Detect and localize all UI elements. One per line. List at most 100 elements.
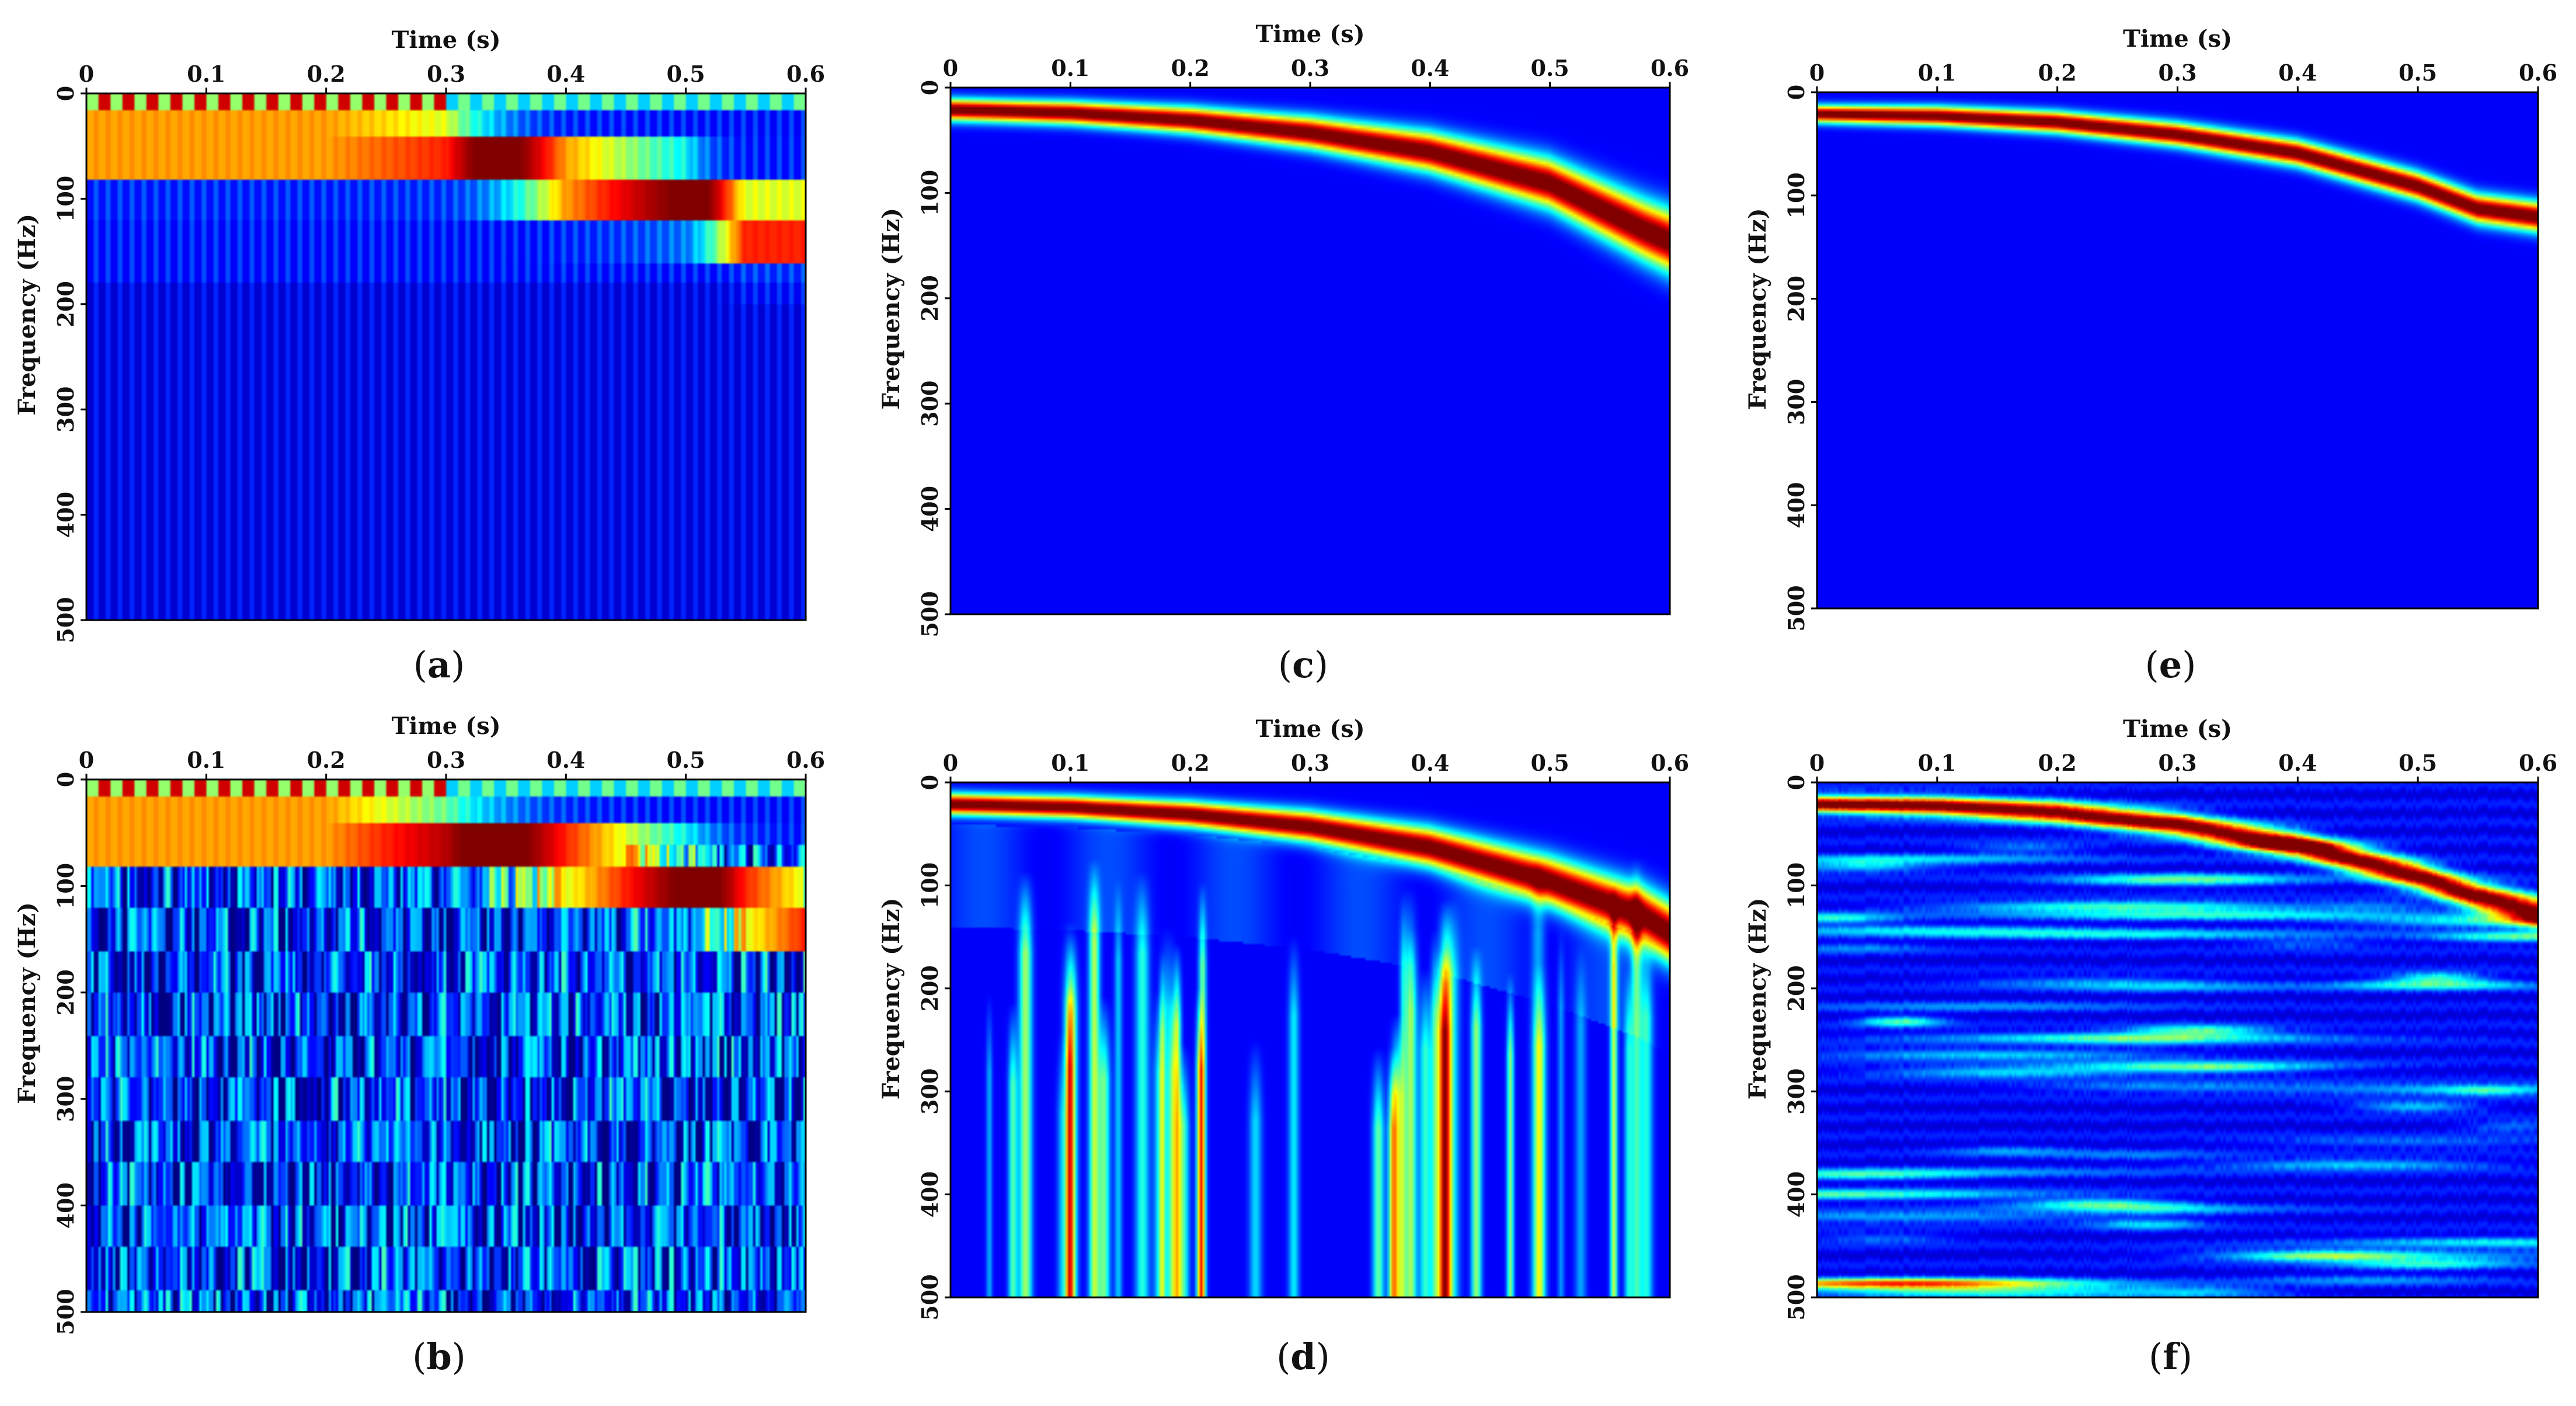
panel-label-letter: a <box>427 643 451 686</box>
panel-label-letter: b <box>426 1335 451 1378</box>
x-tick-label: 0.1 <box>187 747 225 773</box>
x-tick-label: 0.5 <box>1531 750 1569 776</box>
y-tick-label: 400 <box>917 1171 943 1217</box>
panel-e: Time (s) 0 0.1 0.2 0.3 0.4 0.5 0.6 0 100 200 300 400… <box>1744 25 2557 686</box>
x-tick-label: 0.5 <box>667 747 705 773</box>
x-tick-label: 0.2 <box>1171 55 1210 81</box>
panel-label-close: ) <box>2182 643 2196 686</box>
panel-b: Time (s) 0 0.1 0.2 0.3 0.4 0.5 0.6 0 100 200 300 400… <box>13 712 825 1378</box>
panel-label-letter: c <box>1292 643 1314 686</box>
y-axis-title: Frequency (Hz) <box>1744 208 1771 410</box>
y-tick-label: 500 <box>1783 585 1809 631</box>
y-tick-label: 100 <box>917 862 943 909</box>
y-axis-title: Frequency (Hz) <box>13 214 41 416</box>
panel-label-b: (b) <box>412 1335 466 1378</box>
panel-label-open: ( <box>412 1335 426 1378</box>
x-tick-label: 0.1 <box>187 61 225 87</box>
x-tick-label: 0 <box>1809 750 1825 776</box>
x-tick-label: 0.1 <box>1051 55 1089 81</box>
y-tick-label: 500 <box>53 597 79 643</box>
x-tick-label: 0.6 <box>786 61 825 87</box>
heatmap-a <box>86 93 806 620</box>
panel-label-close: ) <box>452 1335 466 1378</box>
x-tick-label: 0.6 <box>2519 60 2557 86</box>
panel-label-e: (e) <box>2145 643 2196 686</box>
heatmap-c <box>951 88 1670 614</box>
x-tick-label: 0.1 <box>1051 750 1089 776</box>
y-tick-label: 200 <box>1783 965 1809 1011</box>
y-tick-label: 100 <box>53 176 79 222</box>
panel-d: Time (s) 0 0.1 0.2 0.3 0.4 0.5 0.6 0 100 200 300 400… <box>878 715 1689 1378</box>
x-axis-title: Time (s) <box>2123 25 2232 53</box>
y-tick-label: 500 <box>53 1289 79 1335</box>
panel-label-c: (c) <box>1278 643 1328 686</box>
x-tick-label: 0 <box>1809 60 1825 86</box>
panel-c: Time (s) 0 0.1 0.2 0.3 0.4 0.5 0.6 0 100 200 300 400… <box>878 20 1689 686</box>
y-tick-label: 500 <box>917 1274 943 1320</box>
x-tick-label: 0 <box>943 750 958 776</box>
panel-label-close: ) <box>1316 1335 1330 1378</box>
x-tick-label: 0.1 <box>1918 60 1957 86</box>
x-tick-label: 0.4 <box>2278 750 2317 776</box>
panel-label-close: ) <box>451 643 465 686</box>
x-axis-title: Time (s) <box>391 712 500 740</box>
y-tick-label: 300 <box>917 1069 943 1115</box>
y-tick-label: 200 <box>1783 276 1809 322</box>
y-tick-label: 0 <box>53 772 79 787</box>
x-tick-label: 0.6 <box>2519 750 2557 776</box>
panel-label-letter: d <box>1290 1335 1315 1378</box>
x-tick-label: 0.6 <box>1651 750 1689 776</box>
y-tick-label: 200 <box>53 969 79 1015</box>
heatmap-f <box>1817 782 2538 1297</box>
y-tick-label: 400 <box>1783 1171 1809 1217</box>
x-tick-label: 0.4 <box>546 747 585 773</box>
x-tick-label: 0.3 <box>1291 55 1329 81</box>
y-tick-label: 100 <box>1783 862 1809 909</box>
y-tick-label: 300 <box>53 387 79 433</box>
y-tick-label: 400 <box>53 492 79 538</box>
y-tick-label: 200 <box>53 281 79 327</box>
y-axis-title: Frequency (Hz) <box>1744 898 1771 1100</box>
y-tick-label: 300 <box>1783 1069 1809 1115</box>
y-tick-label: 400 <box>917 486 943 532</box>
x-axis-title: Time (s) <box>1255 715 1364 743</box>
x-tick-label: 0.2 <box>307 747 346 773</box>
x-tick-label: 0.2 <box>307 61 346 87</box>
y-tick-label: 0 <box>917 80 943 95</box>
y-tick-label: 0 <box>1783 85 1809 100</box>
x-axis-title: Time (s) <box>391 26 500 54</box>
heatmap-e <box>1817 92 2538 608</box>
panel-label-open: ( <box>2145 643 2159 686</box>
panel-label-d: (d) <box>1276 1335 1330 1378</box>
y-tick-label: 500 <box>1783 1274 1809 1320</box>
x-tick-label: 0.5 <box>1531 55 1569 81</box>
panel-label-a: (a) <box>413 643 465 686</box>
x-tick-label: 0.2 <box>2038 60 2077 86</box>
y-tick-label: 100 <box>53 863 79 909</box>
y-tick-label: 300 <box>917 381 943 427</box>
panel-label-open: ( <box>2149 1335 2163 1378</box>
x-tick-label: 0.4 <box>546 61 585 87</box>
x-tick-label: 0.3 <box>427 747 465 773</box>
heatmap-d <box>951 782 1670 1297</box>
y-tick-label: 400 <box>1783 482 1809 528</box>
x-tick-label: 0.3 <box>2158 750 2196 776</box>
panel-label-letter: f <box>2163 1335 2180 1378</box>
y-axis-title: Frequency (Hz) <box>878 208 905 410</box>
panel-label-close: ) <box>1314 643 1328 686</box>
x-tick-label: 0.2 <box>1171 750 1210 776</box>
x-tick-label: 0.6 <box>1651 55 1689 81</box>
y-tick-label: 200 <box>917 965 943 1011</box>
y-tick-label: 200 <box>917 275 943 321</box>
panel-label-f: (f) <box>2149 1335 2192 1378</box>
x-tick-label: 0.2 <box>2038 750 2077 776</box>
y-tick-label: 0 <box>917 775 943 790</box>
x-tick-label: 0.1 <box>1918 750 1957 776</box>
y-axis-title: Frequency (Hz) <box>878 898 905 1100</box>
y-tick-label: 300 <box>1783 379 1809 425</box>
x-tick-label: 0.4 <box>1411 750 1449 776</box>
panel-label-open: ( <box>413 643 427 686</box>
x-tick-label: 0.3 <box>427 61 465 87</box>
y-tick-label: 400 <box>53 1182 79 1228</box>
